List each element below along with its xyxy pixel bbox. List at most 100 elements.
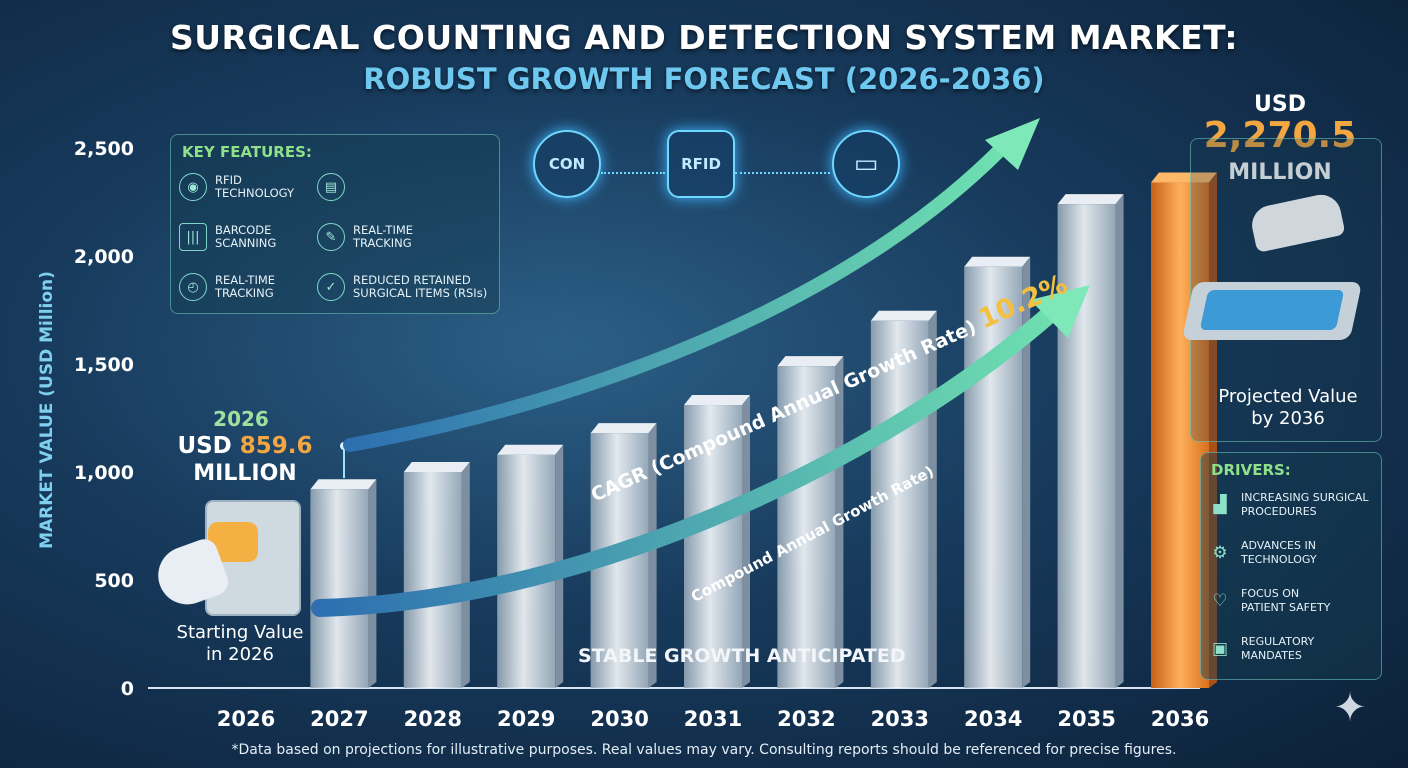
drivers-heading: DRIVERS:	[1211, 461, 1291, 479]
end-value: 2,270.5	[1203, 115, 1357, 156]
y-tick-label: 2,000	[74, 246, 134, 268]
bar-side	[742, 395, 750, 688]
bar-top	[964, 256, 1031, 267]
bar-top	[590, 423, 657, 434]
bar-side	[928, 310, 937, 688]
feature-label: REAL-TIME	[353, 223, 414, 237]
x-tick-label: 2030	[590, 707, 648, 731]
x-tick-label: 2029	[497, 707, 555, 731]
feature-item: ✎ REAL-TIME TRACKING	[317, 223, 413, 251]
con-label: CON	[548, 155, 586, 173]
start-number: 859.6	[239, 433, 313, 459]
bar	[1151, 182, 1209, 688]
feature-item: ||| BARCODE SCANNING	[179, 223, 276, 251]
feature-item: ◴ REAL-TIME TRACKING	[179, 273, 275, 301]
y-tick-label: 0	[121, 678, 134, 700]
end-caption: Projected Value by 2036	[1200, 386, 1376, 430]
bar-side	[1115, 194, 1124, 688]
driver-item: ▟ INCREASING SURGICAL PROCEDURES	[1207, 491, 1369, 519]
x-tick-label: 2028	[404, 707, 462, 731]
bar-top	[870, 310, 937, 321]
driver-label: TECHNOLOGY	[1241, 553, 1317, 566]
bar-side	[368, 479, 377, 688]
gear-icon: ⚙	[1212, 543, 1228, 563]
feature-label: TRACKING	[353, 236, 412, 250]
y-tick-label: 1,500	[74, 354, 134, 376]
start-year: 2026	[213, 407, 269, 431]
bar	[777, 366, 836, 688]
page-title: SURGICAL COUNTING AND DETECTION SYSTEM M…	[169, 18, 1239, 57]
feature-item: ✓ REDUCED RETAINED SURGICAL ITEMS (RSIs)	[317, 273, 487, 301]
footnote: *Data based on projections for illustrat…	[231, 742, 1177, 758]
sparkle-icon: ✦	[1333, 685, 1367, 731]
start-unit: MILLION	[193, 461, 297, 486]
bar-side	[461, 462, 470, 688]
connector-line	[735, 172, 830, 174]
device-icon: ▤	[317, 173, 345, 201]
upper-arrow-head	[985, 118, 1040, 170]
clipboard-icon: ▣	[1211, 639, 1229, 659]
feature-item: ▤	[317, 173, 353, 201]
feature-label: BARCODE	[215, 223, 272, 237]
lower-growth-arrow	[311, 296, 1069, 617]
end-prefix: USD	[1254, 92, 1306, 117]
x-tick-label: 2033	[871, 707, 929, 731]
driver-label: ADVANCES IN	[1241, 539, 1316, 552]
driver-label: REGULATORY	[1241, 635, 1315, 648]
connector-line	[601, 172, 665, 174]
x-tick-label: 2031	[684, 707, 742, 731]
key-features-heading: KEY FEATURES:	[182, 143, 312, 161]
x-tick-label: 2035	[1057, 707, 1115, 731]
x-tick-label: 2027	[310, 707, 368, 731]
start-caption: Starting Value in 2026	[150, 622, 330, 666]
upper-growth-arrow	[343, 143, 1007, 452]
scanner-tablet-icon: ▭	[832, 130, 900, 198]
driver-label: PATIENT SAFETY	[1241, 601, 1331, 614]
y-tick-label: 1,000	[74, 462, 134, 484]
driver-item: ⚙ ADVANCES IN TECHNOLOGY	[1207, 539, 1317, 567]
tracking-icon: ✎	[317, 223, 345, 251]
hand-heart-icon: ♡	[1212, 591, 1228, 611]
bar-top	[497, 444, 564, 455]
page-subtitle: ROBUST GROWTH FORECAST (2026-2036)	[363, 62, 1045, 96]
tablet-screen	[1199, 290, 1345, 330]
end-caption-line: Projected Value	[1218, 386, 1358, 407]
bar-top	[777, 356, 844, 367]
bar-top	[403, 462, 470, 472]
start-prefix: USD	[177, 433, 232, 459]
end-unit: MILLION	[1228, 160, 1332, 185]
driver-label: FOCUS ON	[1241, 587, 1300, 600]
y-tick-label: 2,500	[74, 138, 134, 160]
key-features-panel: KEY FEATURES: ◉ RFID TECHNOLOGY ▤ ||| BAR…	[170, 134, 500, 314]
end-caption-line: by 2036	[1251, 408, 1325, 429]
bar-top	[310, 479, 377, 490]
x-tick-label: 2032	[777, 707, 835, 731]
start-value: USD 859.6	[160, 433, 330, 459]
rfid-chip-icon: RFID	[667, 130, 735, 198]
drivers-panel: DRIVERS: ▟ INCREASING SURGICAL PROCEDURES…	[1200, 452, 1382, 680]
bar	[870, 320, 929, 688]
bar	[684, 405, 742, 688]
driver-label: PROCEDURES	[1241, 505, 1317, 518]
shield-icon: ✓	[317, 273, 345, 301]
x-tick-label: 2036	[1151, 707, 1209, 731]
driver-label: INCREASING SURGICAL	[1241, 491, 1369, 504]
bar-top	[684, 395, 750, 406]
feature-label: REDUCED RETAINED	[353, 273, 471, 287]
bar-side	[1022, 256, 1031, 688]
driver-label: MANDATES	[1241, 649, 1302, 662]
gauge-icon: ◴	[179, 273, 207, 301]
rfid-icon: ◉	[179, 173, 207, 201]
driver-item: ♡ FOCUS ON PATIENT SAFETY	[1207, 587, 1330, 615]
bar	[310, 489, 369, 688]
bar	[403, 472, 462, 688]
bar-side	[648, 423, 657, 688]
barcode-icon: |||	[179, 223, 207, 251]
bar-side	[835, 356, 844, 688]
feature-item: ◉ RFID TECHNOLOGY	[179, 173, 294, 201]
feature-label: TRACKING	[215, 286, 274, 300]
bar-chart-icon: ▟	[1213, 495, 1227, 515]
start-caption-line: Starting Value	[176, 622, 304, 643]
x-tick-label: 2034	[964, 707, 1022, 731]
